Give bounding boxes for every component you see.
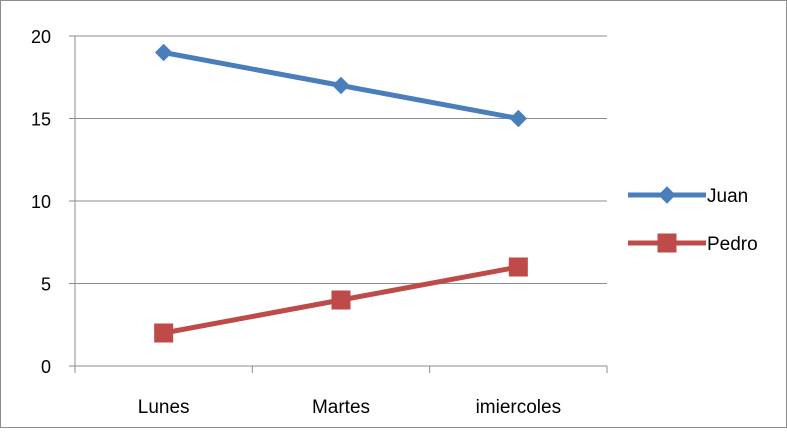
data-point-pedro xyxy=(154,323,174,343)
y-tick-label: 0 xyxy=(41,357,51,377)
y-tick-label: 5 xyxy=(41,275,51,295)
y-tick-label: 10 xyxy=(31,192,51,212)
data-point-juan xyxy=(332,76,350,95)
legend-label-pedro: Pedro xyxy=(707,234,758,255)
x-tick-label: Lunes xyxy=(138,397,190,418)
data-point-juan xyxy=(154,43,173,62)
x-tick-label: imiercoles xyxy=(476,397,562,418)
data-point-juan xyxy=(509,109,528,128)
legend-marker-pedro xyxy=(657,233,677,253)
y-tick-label: 20 xyxy=(31,27,51,47)
legend-marker-juan xyxy=(658,186,676,204)
x-tick-label: Martes xyxy=(312,397,370,418)
data-point-pedro xyxy=(331,290,351,310)
data-point-pedro xyxy=(508,257,528,277)
legend-label-juan: Juan xyxy=(707,186,748,207)
y-tick-label: 15 xyxy=(31,110,51,130)
